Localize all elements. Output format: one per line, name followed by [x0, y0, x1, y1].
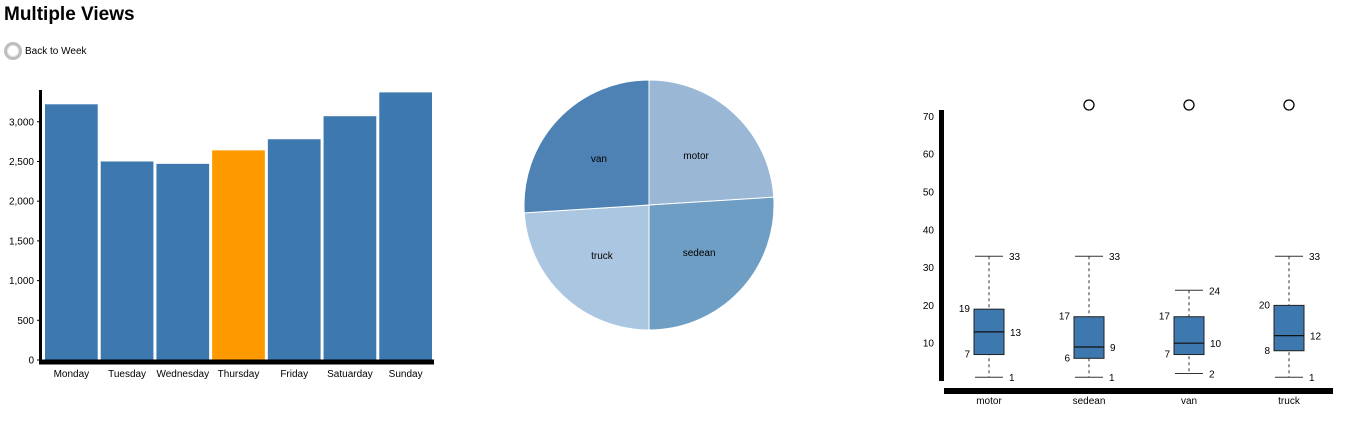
- x-tick-label: Wednesday: [156, 369, 209, 380]
- max-label: 33: [1009, 252, 1021, 263]
- x-tick-label: Satuarday: [327, 369, 373, 380]
- min-label: 2: [1209, 369, 1215, 380]
- page-title: Multiple Views: [4, 4, 135, 25]
- vehicle-box-plot: 1020304050607033119713motor3311769sedean…: [923, 99, 1333, 407]
- q3-label: 20: [1259, 300, 1271, 311]
- y-tick-label: 500: [17, 316, 34, 327]
- pie-slice-truck: [523, 204, 650, 331]
- x-tick-label: Sunday: [389, 369, 423, 380]
- y-tick-label: 2,500: [9, 157, 34, 168]
- pie-slice-motor: [648, 79, 775, 206]
- x-tick-label: Thursday: [218, 369, 260, 380]
- bar-sunday: [379, 92, 432, 360]
- y-tick-label: 0: [28, 356, 34, 367]
- pie-slice-label: sedean: [683, 248, 716, 259]
- min-label: 1: [1109, 373, 1115, 384]
- y-tick-label: 10: [923, 339, 935, 350]
- q1-label: 7: [1164, 350, 1170, 361]
- y-tick-label: 60: [923, 150, 935, 161]
- max-label: 33: [1309, 252, 1321, 263]
- pie-slice-van: [523, 79, 650, 214]
- y-tick-label: 50: [923, 187, 935, 198]
- weekday-bar-chart: 0 500 1,000 1,500 2,000 2,500 3,000 Monday Tuesd…: [9, 90, 434, 380]
- bar-thursday: [212, 150, 265, 360]
- y-tick-label: 70: [923, 112, 935, 123]
- q3-label: 17: [1159, 312, 1171, 323]
- median-label: 9: [1110, 343, 1116, 354]
- bar-friday: [267, 139, 321, 360]
- pie-slice-label: motor: [683, 151, 709, 162]
- pie-slice-sedean: [648, 196, 775, 331]
- outlier-point: [1083, 99, 1095, 111]
- x-tick-label: motor: [976, 396, 1002, 407]
- y-tick-label: 40: [923, 225, 935, 236]
- y-tick-label: 30: [923, 263, 935, 274]
- x-tick-label: Tuesday: [108, 369, 146, 380]
- vehicle-pie-chart: motor sedean truck van: [523, 79, 775, 331]
- max-label: 24: [1209, 286, 1221, 297]
- q1-label: 6: [1064, 353, 1070, 364]
- q1-label: 8: [1264, 346, 1270, 357]
- box-truck: [1273, 304, 1305, 352]
- q3-label: 19: [959, 304, 971, 315]
- x-tick-label: sedean: [1073, 396, 1106, 407]
- min-label: 1: [1309, 373, 1315, 384]
- x-tick-label: Monday: [54, 369, 90, 380]
- pie-slice-label: van: [591, 154, 607, 165]
- radio-button-icon[interactable]: [4, 42, 22, 60]
- bar-tuesday: [100, 161, 154, 360]
- back-to-week-label: Back to Week: [25, 45, 87, 57]
- q3-label: 17: [1059, 312, 1071, 323]
- y-tick-label: 1,000: [9, 276, 34, 287]
- median-label: 10: [1210, 339, 1222, 350]
- box-van: [1173, 316, 1205, 356]
- y-tick-label: 20: [923, 301, 935, 312]
- y-tick-label: 1,500: [9, 236, 34, 247]
- median-label: 13: [1010, 328, 1022, 339]
- q1-label: 7: [964, 350, 970, 361]
- median-label: 12: [1310, 332, 1322, 343]
- pie-slice-label: truck: [591, 251, 614, 262]
- x-tick-label: van: [1181, 396, 1197, 407]
- x-tick-label: Friday: [280, 369, 308, 380]
- outlier-point: [1183, 99, 1195, 111]
- outlier-point: [1283, 99, 1295, 111]
- bar-satuarday: [323, 116, 377, 360]
- y-tick-label: 2,000: [9, 197, 34, 208]
- back-to-week-radio[interactable]: Back to Week: [4, 42, 87, 60]
- x-tick-label: truck: [1278, 396, 1301, 407]
- box-sedean: [1073, 316, 1105, 359]
- min-label: 1: [1009, 373, 1015, 384]
- max-label: 33: [1109, 252, 1121, 263]
- bar-wednesday: [156, 163, 210, 360]
- bar-monday: [45, 104, 98, 360]
- y-tick-label: 3,000: [9, 117, 34, 128]
